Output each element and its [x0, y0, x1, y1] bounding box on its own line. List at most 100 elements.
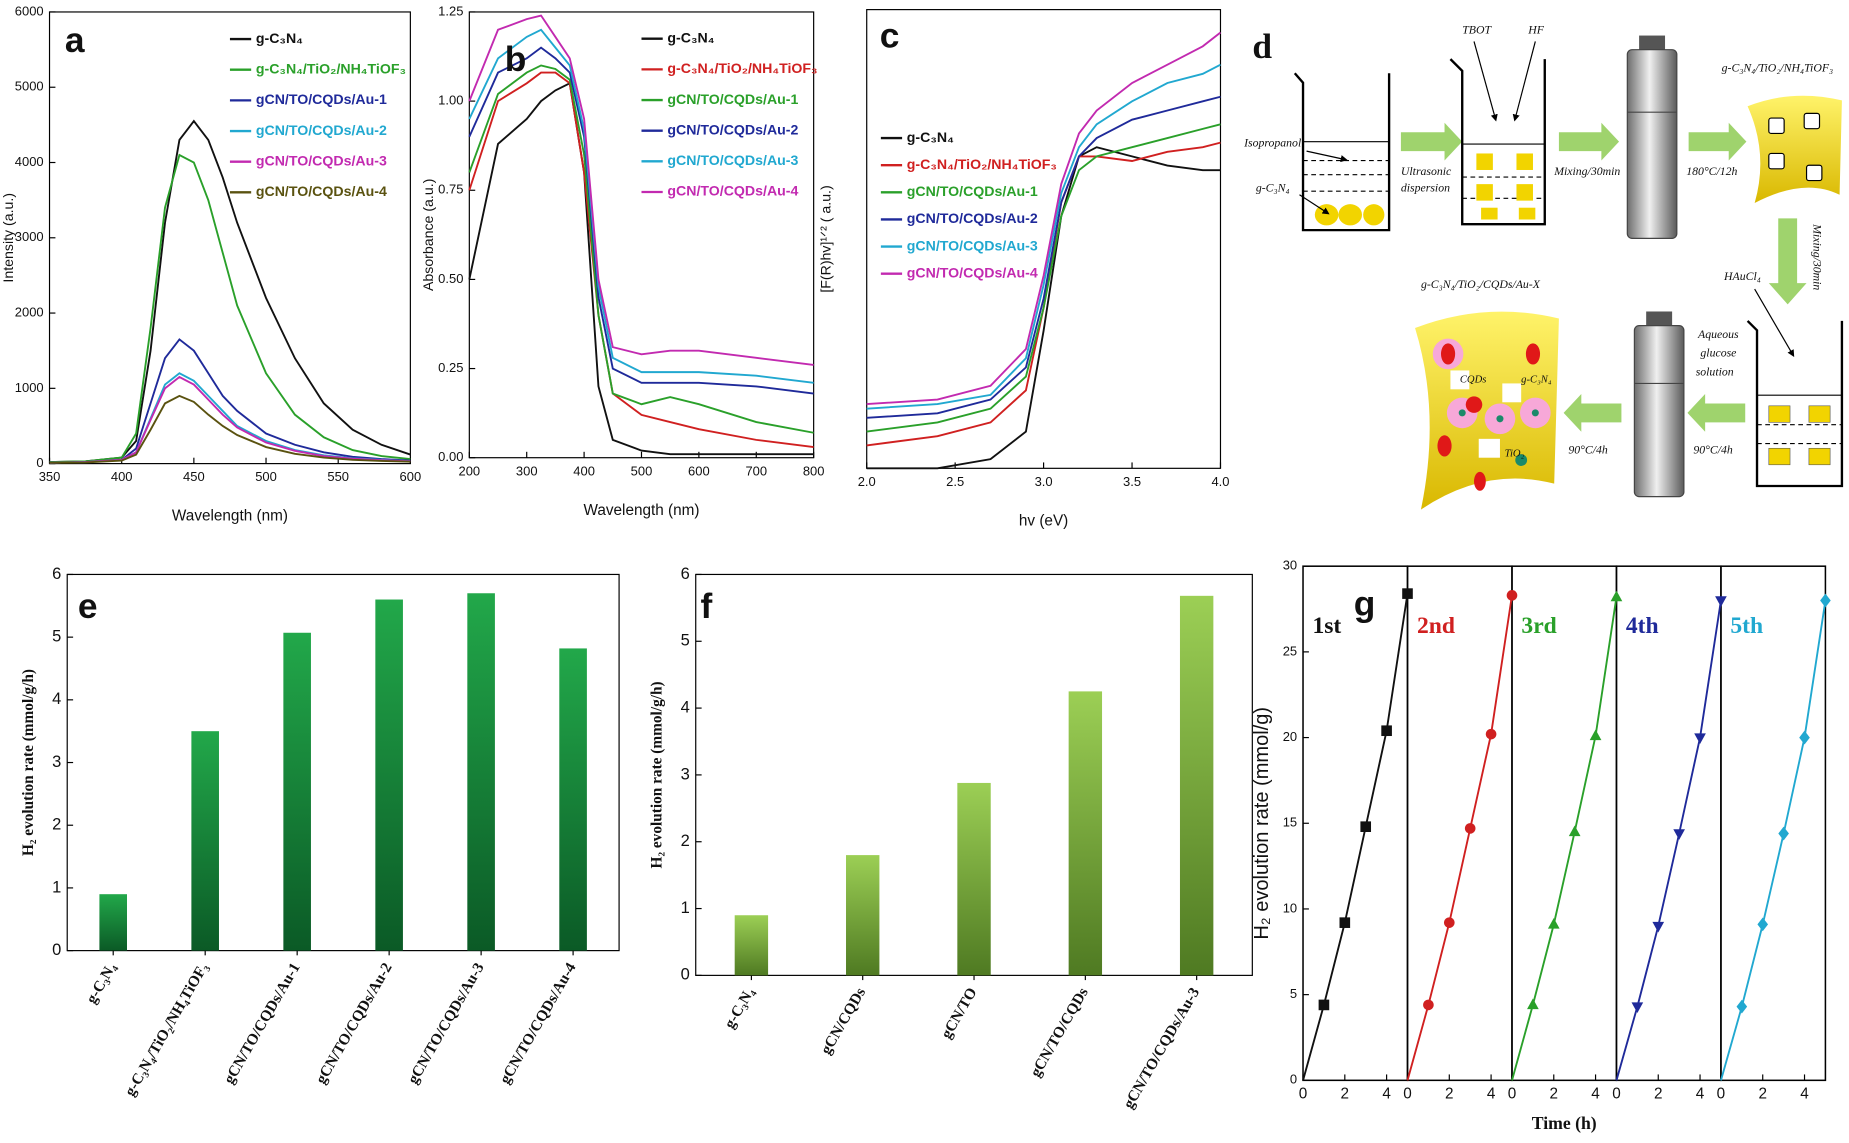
panel-label: f: [700, 587, 712, 626]
x-tick-label: 3.0: [1035, 474, 1053, 489]
x-axis-label: Time (h): [1532, 1113, 1597, 1133]
pointer: [1512, 41, 1536, 122]
x-tick-label: 2: [1550, 1086, 1559, 1103]
product-label: g-C₃N₄/TiO₂/NH₄TiOF₃: [1722, 60, 1833, 74]
y-tick-label: 3000: [15, 229, 44, 244]
y-tick-label: 1.25: [438, 3, 463, 18]
data-point: [1568, 825, 1581, 837]
y-tick-label: 3: [681, 765, 690, 783]
series-label: 4th: [1626, 613, 1659, 639]
x-tick-label: 4: [1696, 1086, 1705, 1103]
x-tick-label: 0: [1403, 1086, 1412, 1103]
data-point: [1339, 917, 1351, 928]
x-tick-label: gCN/TO: [938, 985, 981, 1042]
legend-label: gCN/TO/CQDs/Au-4: [907, 264, 1038, 280]
x-tick-label: 700: [745, 463, 767, 478]
legend-label: g-C₃N₄: [667, 29, 714, 45]
legend-label: gCN/TO/CQDs/Au-1: [256, 91, 387, 107]
pointer: [1299, 194, 1330, 215]
y-tick-label: 0.00: [438, 449, 463, 464]
bar: [559, 648, 587, 951]
nanosheet: [1747, 95, 1842, 203]
y-tick-label: 0: [1290, 1072, 1297, 1087]
data-line: [49, 394, 411, 464]
series-label: 3rd: [1521, 613, 1556, 639]
y-tick-label: 25: [1283, 643, 1297, 658]
x-tick-label: gCN/TO/CQDs/Au-4: [497, 960, 580, 1087]
data-line: [1406, 595, 1513, 1081]
arrow: [1558, 122, 1620, 161]
data-point: [1443, 917, 1455, 928]
legend-label: g-C₃N₄/TiO₂/NH₄TiOF₃: [256, 60, 406, 76]
data-line: [866, 146, 1221, 470]
reagent: solution: [1696, 365, 1734, 379]
y-tick-label: 4: [52, 690, 61, 708]
data-point: [1820, 593, 1831, 608]
y-axis-label: H₂ evolution rate (mmol/g/h): [649, 681, 666, 868]
data-line: [49, 338, 411, 464]
step-label: Mixing/30min: [1810, 223, 1824, 290]
component-label: g-C₃N₄: [1521, 374, 1552, 385]
x-tick-label: 2: [1341, 1086, 1350, 1103]
x-tick-label: 4: [1487, 1086, 1496, 1103]
y-tick-label: 1000: [15, 380, 44, 395]
y-axis-label: [F(R)hv]¹ᐟ² ( a.u.): [817, 185, 833, 292]
step-label: Mixing/30min: [1553, 164, 1620, 178]
x-tick-label: 500: [631, 463, 653, 478]
legend-label: gCN/TO/CQDs/Au-2: [907, 210, 1038, 226]
x-tick-label: 4.0: [1211, 474, 1229, 489]
x-tick-label: gCN/TO/CQDs/Au-3: [1120, 984, 1203, 1111]
x-tick-label: 0: [1717, 1086, 1726, 1103]
pointer: [1473, 41, 1498, 122]
pointer: [1306, 150, 1348, 163]
component-label: TiO₂: [1505, 449, 1525, 460]
plot-frame: [1406, 565, 1513, 1082]
x-tick-label: g-C₃N₄: [83, 960, 120, 1007]
pointer: [1754, 288, 1795, 357]
particles: [1768, 405, 1831, 466]
beaker: [1746, 320, 1844, 488]
x-tick-label: 2: [1654, 1086, 1663, 1103]
component-label: CQDs: [1460, 374, 1487, 385]
data-line: [1720, 600, 1827, 1081]
plot-frame: [48, 11, 411, 465]
x-tick-label: 4: [1800, 1086, 1809, 1103]
x-tick-label: 800: [803, 463, 825, 478]
y-tick-label: 5: [681, 632, 690, 650]
x-tick-label: g-C₃N₄/TiO₂/NH₄TiOF₃: [122, 960, 212, 1100]
pores: [1768, 112, 1823, 182]
panel-label: g: [1354, 585, 1376, 624]
data-line: [1511, 596, 1618, 1081]
legend-label: gCN/TO/CQDs/Au-4: [667, 183, 798, 199]
step-label: Ultrasonic: [1401, 164, 1452, 178]
panel-label: c: [880, 16, 900, 55]
data-line: [468, 14, 814, 366]
x-tick-label: gCN/TO/CQDs/Au-1: [221, 960, 304, 1087]
legend-label: gCN/TO/CQDs/Au-1: [667, 91, 798, 107]
reagent: Isopropanol: [1243, 136, 1302, 150]
data-point: [1464, 823, 1476, 834]
arrow: [1688, 122, 1747, 161]
x-tick-label: gCN/TO/CQDs/Au-3: [405, 960, 488, 1087]
arrow: [1563, 394, 1622, 432]
legend-label: g-C₃N₄/TiO₂/NH₄TiOF₃: [667, 60, 817, 76]
x-tick-label: gCN/TO/CQDs: [1027, 985, 1092, 1080]
reagent: glucose: [1700, 346, 1736, 360]
x-tick-label: 2: [1758, 1086, 1767, 1103]
x-tick-label: 0: [1612, 1086, 1621, 1103]
data-point: [1589, 729, 1602, 741]
series-label: 2nd: [1417, 613, 1455, 639]
data-line: [468, 64, 814, 434]
data-point: [1402, 588, 1413, 599]
autoclave-cap: [1639, 35, 1666, 50]
x-tick-label: 0: [1508, 1086, 1517, 1103]
y-tick-label: 5: [52, 628, 61, 646]
legend-label: gCN/TO/CQDs/Au-3: [256, 152, 387, 168]
step-label: 90°C/4h: [1568, 442, 1608, 456]
plot-frame: [1720, 565, 1827, 1082]
bar: [467, 593, 495, 951]
x-tick-label: g-C₃N₄: [721, 984, 758, 1031]
y-tick-label: 10: [1283, 900, 1297, 915]
beaker: [1293, 72, 1391, 232]
y-tick-label: 5: [1290, 986, 1297, 1001]
